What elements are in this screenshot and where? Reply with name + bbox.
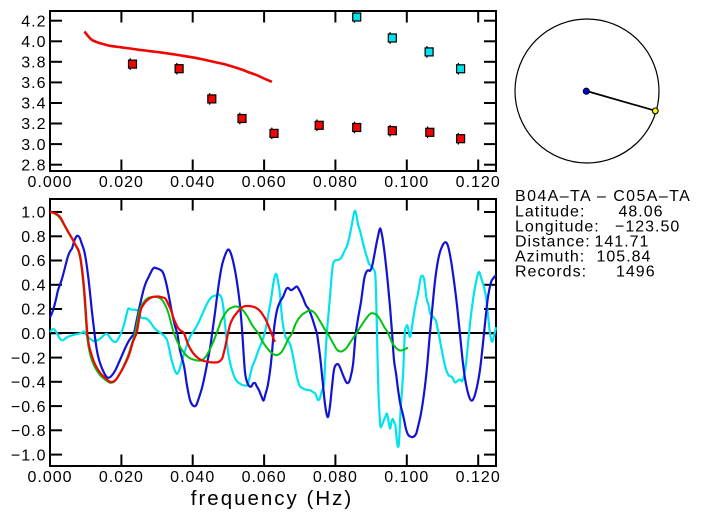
svg-text:Distance:: Distance: bbox=[515, 233, 591, 250]
svg-text:3.0: 3.0 bbox=[21, 137, 46, 154]
svg-text:−0.6: −0.6 bbox=[11, 399, 47, 416]
svg-text:−123.50: −123.50 bbox=[615, 218, 680, 235]
svg-text:2.8: 2.8 bbox=[21, 157, 46, 174]
svg-text:0.080: 0.080 bbox=[313, 174, 358, 191]
svg-text:0.060: 0.060 bbox=[242, 469, 287, 486]
svg-text:0.100: 0.100 bbox=[384, 469, 429, 486]
svg-text:1496: 1496 bbox=[616, 263, 656, 280]
svg-text:0.8: 0.8 bbox=[21, 229, 46, 246]
svg-text:Azimuth:: Azimuth: bbox=[515, 248, 585, 265]
svg-text:0.000: 0.000 bbox=[27, 469, 72, 486]
svg-text:0.120: 0.120 bbox=[456, 174, 501, 191]
svg-text:−1.0: −1.0 bbox=[11, 447, 47, 464]
svg-text:0.060: 0.060 bbox=[242, 174, 287, 191]
svg-text:3.6: 3.6 bbox=[21, 75, 46, 92]
svg-text:0.080: 0.080 bbox=[313, 469, 358, 486]
svg-text:141.71: 141.71 bbox=[595, 233, 650, 250]
svg-text:0.120: 0.120 bbox=[456, 469, 501, 486]
svg-text:0.0: 0.0 bbox=[21, 326, 46, 343]
svg-text:0.2: 0.2 bbox=[21, 302, 46, 319]
svg-text:3.8: 3.8 bbox=[21, 55, 46, 72]
svg-text:4.2: 4.2 bbox=[21, 13, 46, 30]
svg-text:Latitude:: Latitude: bbox=[515, 203, 585, 220]
svg-text:4.0: 4.0 bbox=[21, 34, 46, 51]
svg-text:3.4: 3.4 bbox=[21, 96, 46, 113]
svg-text:Longitude:: Longitude: bbox=[515, 218, 600, 235]
svg-text:105.84: 105.84 bbox=[597, 248, 652, 265]
svg-text:Records:: Records: bbox=[515, 263, 587, 280]
svg-text:0.6: 0.6 bbox=[21, 253, 46, 270]
svg-text:0.020: 0.020 bbox=[99, 469, 144, 486]
svg-text:3.2: 3.2 bbox=[21, 116, 46, 133]
svg-text:0.040: 0.040 bbox=[170, 469, 215, 486]
svg-text:0.020: 0.020 bbox=[99, 174, 144, 191]
svg-text:0.000: 0.000 bbox=[27, 174, 72, 191]
svg-text:1.0: 1.0 bbox=[21, 205, 46, 222]
svg-text:−0.4: −0.4 bbox=[11, 375, 47, 392]
svg-text:−0.2: −0.2 bbox=[11, 350, 47, 367]
svg-text:0.040: 0.040 bbox=[170, 174, 215, 191]
svg-text:−0.8: −0.8 bbox=[11, 423, 47, 440]
svg-text:B04A–TA – C05A–TA: B04A–TA – C05A–TA bbox=[515, 188, 691, 205]
svg-text:0.100: 0.100 bbox=[384, 174, 429, 191]
svg-text:48.06: 48.06 bbox=[619, 203, 664, 220]
svg-text:frequency (Hz): frequency (Hz) bbox=[191, 487, 353, 510]
svg-text:0.4: 0.4 bbox=[21, 278, 46, 295]
